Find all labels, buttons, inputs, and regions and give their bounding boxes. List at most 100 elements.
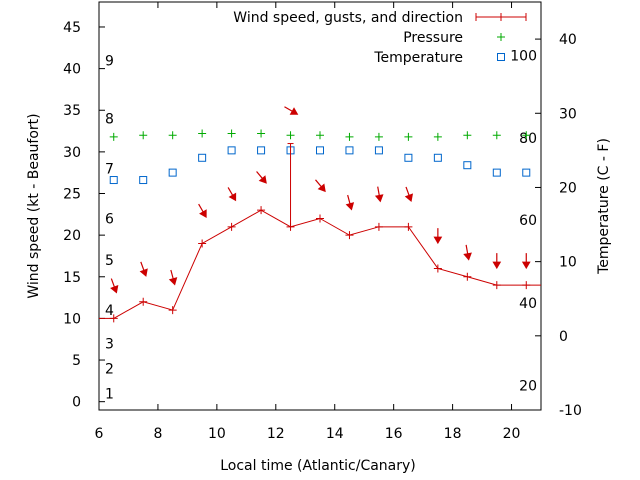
- wind-speed-point: [316, 214, 324, 223]
- wind-speed-point: [492, 281, 501, 290]
- pressure-point: [257, 129, 266, 138]
- wind-arrow-head: [404, 193, 414, 202]
- wind-speed-point: [198, 239, 207, 248]
- pressure-point: [198, 129, 207, 138]
- y-right-tick-label: 40: [559, 32, 577, 48]
- wind-direction-arrow: [110, 278, 119, 294]
- x-tick-label: 8: [153, 426, 162, 442]
- wind-speed-point: [139, 297, 148, 306]
- fahrenheit-label: 60: [519, 213, 537, 229]
- beaufort-label: 9: [105, 53, 114, 69]
- wind-direction-arrow: [198, 203, 207, 218]
- axis-ticks: 6 8 10 12 14 16 18 20051015202530354045-1001020…: [63, 2, 582, 442]
- fahrenheit-label: 80: [519, 131, 537, 147]
- wind-direction-arrow: [139, 261, 148, 277]
- x-tick-label: 12: [267, 426, 285, 442]
- y-right-tick-label: 10: [559, 255, 577, 271]
- temperature-point: [433, 153, 442, 162]
- y-left-tick-label: 20: [63, 228, 81, 244]
- wind-arrow-head: [317, 183, 326, 193]
- y-right-tick-label: 20: [559, 180, 577, 196]
- pressure-point: [286, 131, 295, 140]
- wind-direction-arrow: [374, 186, 384, 203]
- pressure-point: [374, 132, 383, 141]
- wind-direction-arrow: [345, 194, 355, 211]
- temperature-point: [198, 153, 207, 162]
- temperature-point: [374, 146, 383, 155]
- wind-direction-arrow: [315, 179, 326, 193]
- wind-arrow-head: [258, 175, 267, 184]
- y-axis-label-right: Temperature (C - F): [596, 138, 612, 275]
- wind-direction-arrow: [463, 244, 472, 261]
- legend-wind-marker: [475, 13, 527, 21]
- wind-direction-arrow: [433, 228, 443, 245]
- y-right-tick-label: -10: [559, 403, 582, 419]
- wind-arrow-head: [521, 261, 531, 270]
- pressure-point: [109, 132, 118, 141]
- beaufort-scale: 1 2 3 4 5 6 7 8 9: [105, 53, 114, 402]
- wind-direction-arrow: [256, 171, 267, 184]
- temperature-point: [345, 146, 354, 155]
- pressure-point: [433, 132, 442, 141]
- y-right-tick-label: 30: [559, 106, 577, 122]
- wind-speed-point: [227, 222, 236, 231]
- plot-frame: [98, 1, 542, 411]
- wind-direction-arrow: [168, 269, 178, 286]
- wind-speed-point: [374, 222, 383, 231]
- y-right-tick-label: 0: [559, 329, 568, 345]
- fahrenheit-label: 100: [510, 48, 537, 64]
- beaufort-label: 7: [105, 162, 114, 178]
- y-left-tick-label: 35: [63, 103, 81, 119]
- fahrenheit-label: 40: [519, 296, 537, 312]
- legend: Wind speed, gusts, and direction Pressure…: [233, 10, 527, 66]
- beaufort-label: 8: [105, 112, 114, 128]
- pressure-point: [522, 131, 531, 140]
- wind-direction-arrow: [284, 106, 299, 115]
- legend-label: Temperature: [373, 50, 463, 66]
- wind-speed-point: [522, 281, 531, 290]
- pressure-point: [404, 132, 413, 141]
- x-tick-label: 18: [444, 426, 462, 442]
- y-left-tick-label: 0: [72, 395, 81, 411]
- x-tick-label: 16: [385, 426, 403, 442]
- y-left-tick-label: 10: [63, 311, 81, 327]
- wind-direction-arrow: [404, 186, 414, 202]
- beaufort-label: 4: [105, 303, 114, 319]
- y-left-tick-label: 15: [63, 270, 81, 286]
- beaufort-label: 5: [105, 253, 114, 269]
- x-tick-label: 20: [503, 426, 521, 442]
- wind-arrow-head: [110, 285, 119, 294]
- wind-arrow-head: [289, 107, 299, 115]
- wind-speed-point: [257, 206, 266, 215]
- temperature-point: [109, 176, 118, 185]
- y-left-tick-label: 40: [63, 62, 81, 78]
- y-left-tick-label: 25: [63, 187, 81, 203]
- legend-label: Wind speed, gusts, and direction: [233, 10, 463, 26]
- wind-arrow-head: [492, 261, 502, 270]
- pressure-point: [345, 132, 354, 141]
- wind-speed-line: [113, 209, 541, 319]
- wind-speed-point: [109, 314, 118, 323]
- temperature-point: [404, 153, 413, 162]
- x-tick-label: 6: [95, 426, 104, 442]
- temperature-point: [227, 146, 236, 155]
- temperature-point: [522, 168, 531, 177]
- beaufort-label: 3: [105, 336, 114, 352]
- wind-arrow-head: [199, 209, 207, 218]
- wind-arrow-head: [228, 192, 237, 202]
- beaufort-label: 6: [105, 211, 114, 227]
- wind-arrow-head: [139, 268, 148, 277]
- wind-speed-point: [433, 264, 442, 273]
- wind-direction-arrow: [521, 253, 531, 270]
- wind-speed-point: [345, 231, 354, 240]
- temperature-point: [463, 161, 472, 170]
- legend-label: Pressure: [403, 30, 463, 46]
- temperature-point: [257, 146, 266, 155]
- wind-direction-arrow: [492, 253, 502, 270]
- pressure-point: [316, 131, 324, 140]
- wind-arrow-head: [374, 194, 384, 203]
- pressure-point: [463, 131, 472, 140]
- series-layer: [99, 106, 541, 323]
- wind-speed-point: [168, 306, 177, 315]
- pressure-point: [492, 131, 501, 140]
